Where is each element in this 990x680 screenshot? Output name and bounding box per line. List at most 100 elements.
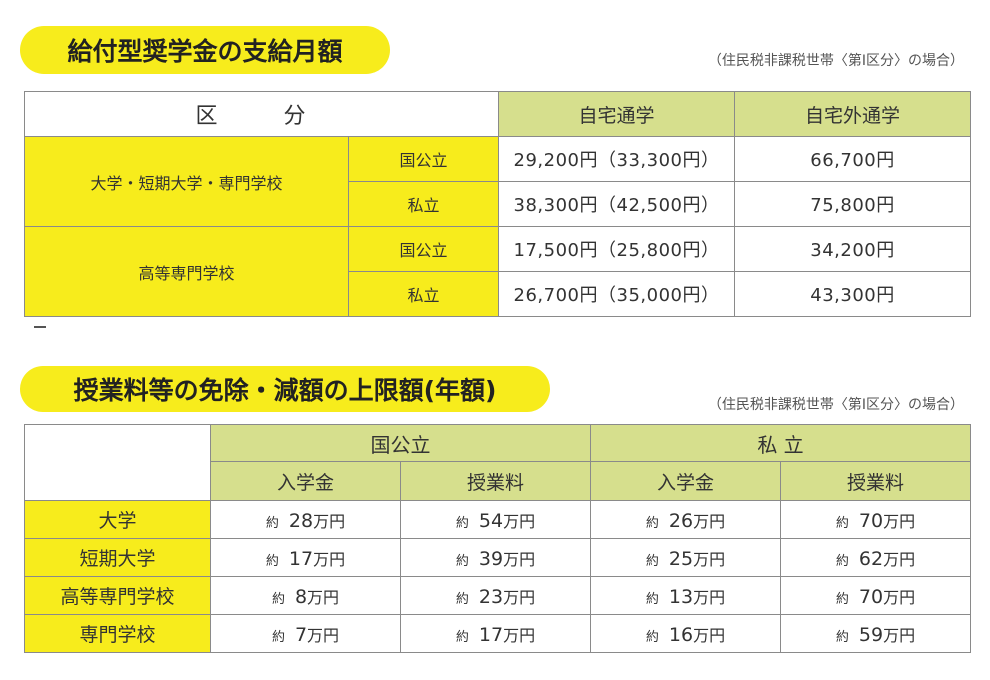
- header-private-entrance: 入学金: [590, 461, 781, 501]
- approx-label: 約: [455, 553, 469, 569]
- amount-unit: 万円: [693, 549, 726, 569]
- table-row: 大学 約 28万円 約 54万円 約 26万円 約 70万円: [24, 500, 972, 539]
- table-row: 短期大学 約 17万円 約 39万円 約 25万円 約 62万円: [24, 538, 972, 577]
- header-category: 区 分: [23, 91, 500, 137]
- header-blank: [24, 424, 211, 501]
- amount-cell: 約 8万円: [210, 576, 401, 615]
- tuition-exemption-table: 国公立 私 立 入学金 授業料 入学金 授業料 大学 約 28万円 約 54万円 約…: [24, 424, 972, 653]
- away-amount: 66,700円: [734, 136, 972, 182]
- away-amount: 34,200円: [734, 226, 972, 272]
- amount-number: 25: [668, 547, 694, 570]
- section1-note: （住民税非課税世帯〈第Ⅰ区分〉の場合）: [707, 53, 964, 69]
- header-public: 国公立: [210, 424, 591, 462]
- section2-note: （住民税非課税世帯〈第Ⅰ区分〉の場合）: [707, 397, 964, 413]
- amount-unit: 万円: [693, 511, 726, 531]
- amount-unit: 万円: [883, 511, 916, 531]
- school-label: 高等専門学校: [24, 576, 211, 615]
- approx-label: 約: [265, 515, 279, 531]
- amount-unit: 万円: [503, 549, 536, 569]
- school-label: 専門学校: [24, 614, 211, 653]
- amount-cell: 約 25万円: [590, 538, 781, 577]
- approx-label: 約: [835, 591, 849, 607]
- amount-cell: 約 16万円: [590, 614, 781, 653]
- school-type: 私立: [347, 271, 500, 317]
- approx-label: 約: [645, 629, 659, 645]
- table-row: 高等専門学校 国公立 17,500円（25,800円） 34,200円: [24, 226, 972, 317]
- section2-title: 授業料等の免除・減額の上限額(年額): [20, 366, 550, 412]
- amount-number: 54: [478, 509, 504, 532]
- approx-label: 約: [835, 515, 849, 531]
- home-amount: 17,500円（25,800円）: [498, 226, 736, 272]
- away-amount: 75,800円: [734, 181, 972, 227]
- header-home-commute: 自宅通学: [498, 91, 736, 137]
- section1-title: 給付型奨学金の支給月額: [20, 26, 390, 74]
- table-header-row: 国公立 私 立: [24, 424, 972, 501]
- approx-label: 約: [835, 629, 849, 645]
- amount-unit: 万円: [883, 549, 916, 569]
- home-amount: 26,700円（35,000円）: [498, 271, 736, 317]
- school-label: 短期大学: [24, 538, 211, 577]
- amount-cell: 約 39万円: [400, 538, 591, 577]
- school-type: 私立: [347, 181, 500, 227]
- table-row: 私立 38,300円（42,500円） 75,800円: [25, 181, 972, 227]
- table-header-row: 区 分 自宅通学 自宅外通学: [23, 91, 972, 137]
- header-public-entrance: 入学金: [210, 461, 401, 501]
- amount-cell: 約 28万円: [210, 500, 401, 539]
- amount-number: 17: [288, 547, 314, 570]
- school-type: 国公立: [347, 226, 500, 272]
- approx-label: 約: [835, 553, 849, 569]
- approx-label: 約: [645, 591, 659, 607]
- amount-unit: 万円: [883, 587, 916, 607]
- table-row: 大学・短期大学・専門学校 国公立 29,200円（33,300円） 66,700…: [24, 136, 972, 227]
- divider-mark: [34, 326, 46, 328]
- table-header-row: 入学金 授業料 入学金 授業料: [25, 461, 972, 501]
- amount-cell: 約 23万円: [400, 576, 591, 615]
- amount-cell: 約 59万円: [779, 614, 972, 653]
- amount-number: 70: [858, 585, 884, 608]
- header-away-commute: 自宅外通学: [734, 91, 972, 137]
- amount-number: 59: [858, 623, 884, 646]
- amount-number: 26: [668, 509, 694, 532]
- amount-cell: 約 17万円: [210, 538, 401, 577]
- amount-unit: 万円: [883, 625, 916, 645]
- amount-unit: 万円: [503, 625, 536, 645]
- amount-cell: 約 7万円: [210, 614, 401, 653]
- approx-label: 約: [645, 515, 659, 531]
- approx-label: 約: [265, 553, 279, 569]
- amount-unit: 万円: [503, 587, 536, 607]
- amount-cell: 約 70万円: [779, 500, 972, 539]
- amount-number: 39: [478, 547, 504, 570]
- school-label: 大学: [24, 500, 211, 539]
- amount-cell: 約 13万円: [590, 576, 781, 615]
- amount-number: 70: [858, 509, 884, 532]
- monthly-scholarship-table: 区 分 自宅通学 自宅外通学 大学・短期大学・専門学校 国公立 29,200円（…: [23, 91, 972, 317]
- amount-unit: 万円: [313, 549, 346, 569]
- group-label: 高等専門学校: [24, 226, 349, 317]
- approx-label: 約: [455, 591, 469, 607]
- amount-number: 7: [294, 623, 308, 646]
- amount-unit: 万円: [693, 587, 726, 607]
- table-row: 専門学校 約 7万円 約 17万円 約 16万円 約 59万円: [24, 614, 972, 653]
- amount-unit: 万円: [307, 625, 340, 645]
- amount-unit: 万円: [693, 625, 726, 645]
- home-amount: 38,300円（42,500円）: [498, 181, 736, 227]
- approx-label: 約: [645, 553, 659, 569]
- amount-number: 16: [668, 623, 694, 646]
- amount-unit: 万円: [307, 587, 340, 607]
- group-label: 大学・短期大学・専門学校: [24, 136, 349, 227]
- table-row: 私立 26,700円（35,000円） 43,300円: [25, 271, 972, 317]
- table-row: 高等専門学校 約 8万円 約 23万円 約 13万円 約 70万円: [24, 576, 972, 615]
- header-private-tuition: 授業料: [779, 461, 972, 501]
- amount-number: 62: [858, 547, 884, 570]
- school-type: 国公立: [347, 136, 500, 182]
- amount-cell: 約 54万円: [400, 500, 591, 539]
- amount-number: 17: [478, 623, 504, 646]
- header-private: 私 立: [589, 424, 972, 462]
- amount-unit: 万円: [503, 511, 536, 531]
- approx-label: 約: [271, 591, 285, 607]
- amount-number: 23: [478, 585, 504, 608]
- amount-number: 8: [294, 585, 308, 608]
- approx-label: 約: [455, 629, 469, 645]
- amount-number: 28: [288, 509, 314, 532]
- approx-label: 約: [455, 515, 469, 531]
